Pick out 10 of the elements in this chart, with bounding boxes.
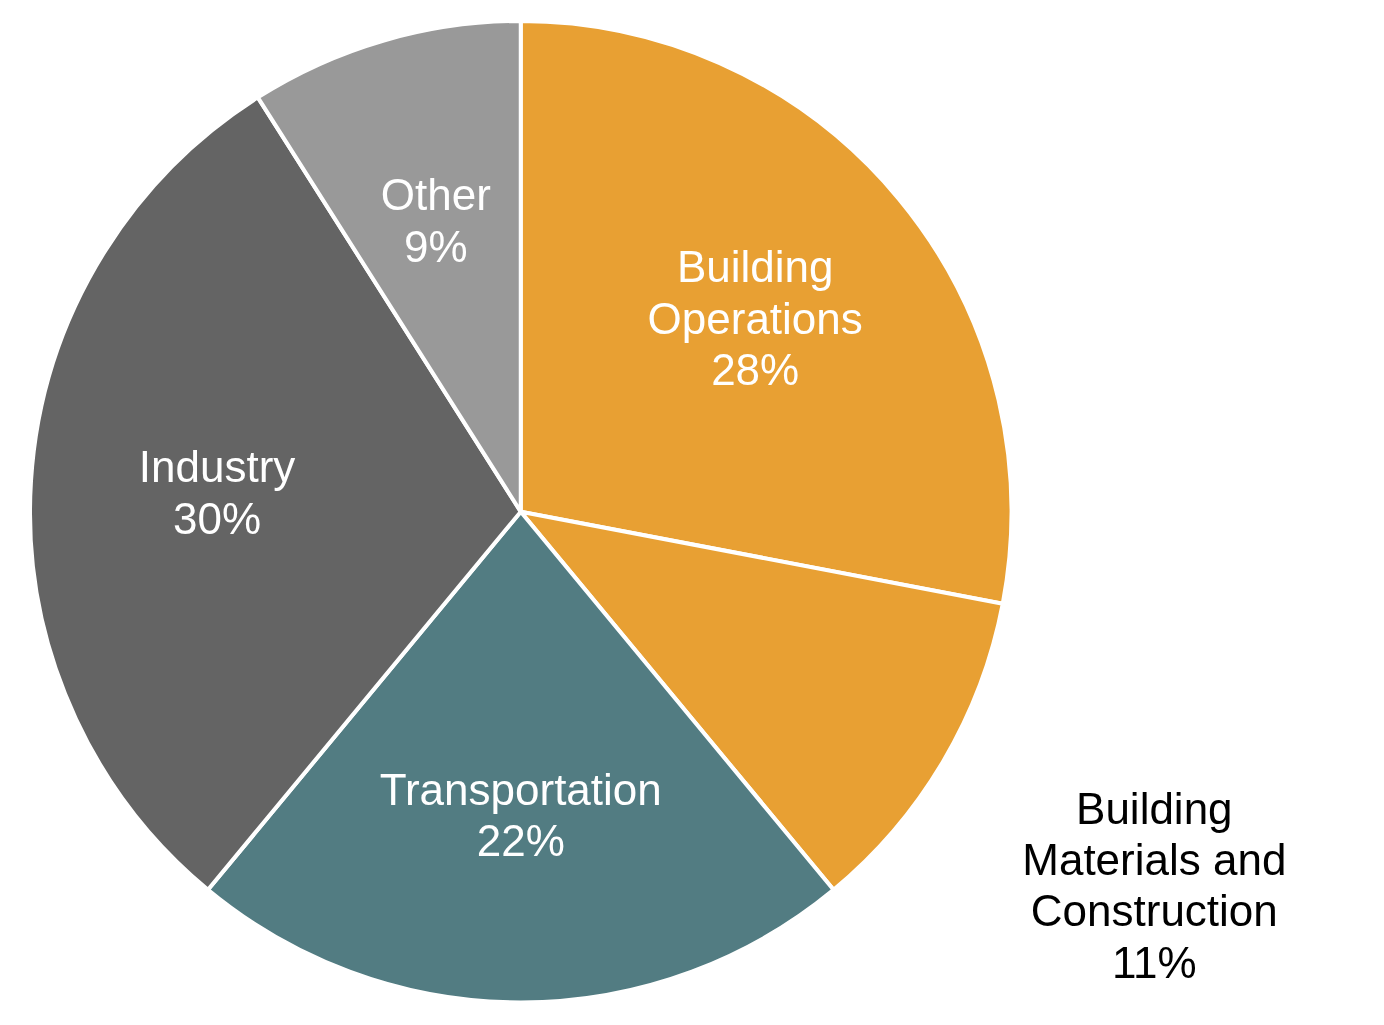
- slice-label: Building Operations: [647, 242, 863, 343]
- slice-label: Transportation: [379, 764, 662, 814]
- slice-label: Other: [380, 170, 491, 220]
- slice-label: Industry: [138, 442, 296, 492]
- slice-label: Building Materials and Construction: [1022, 783, 1287, 936]
- data-label: 11%: [1111, 937, 1197, 987]
- data-label: 30%: [173, 493, 262, 543]
- data-label: 28%: [711, 345, 800, 395]
- data-label: 9%: [404, 221, 468, 271]
- data-label: 22%: [476, 816, 565, 866]
